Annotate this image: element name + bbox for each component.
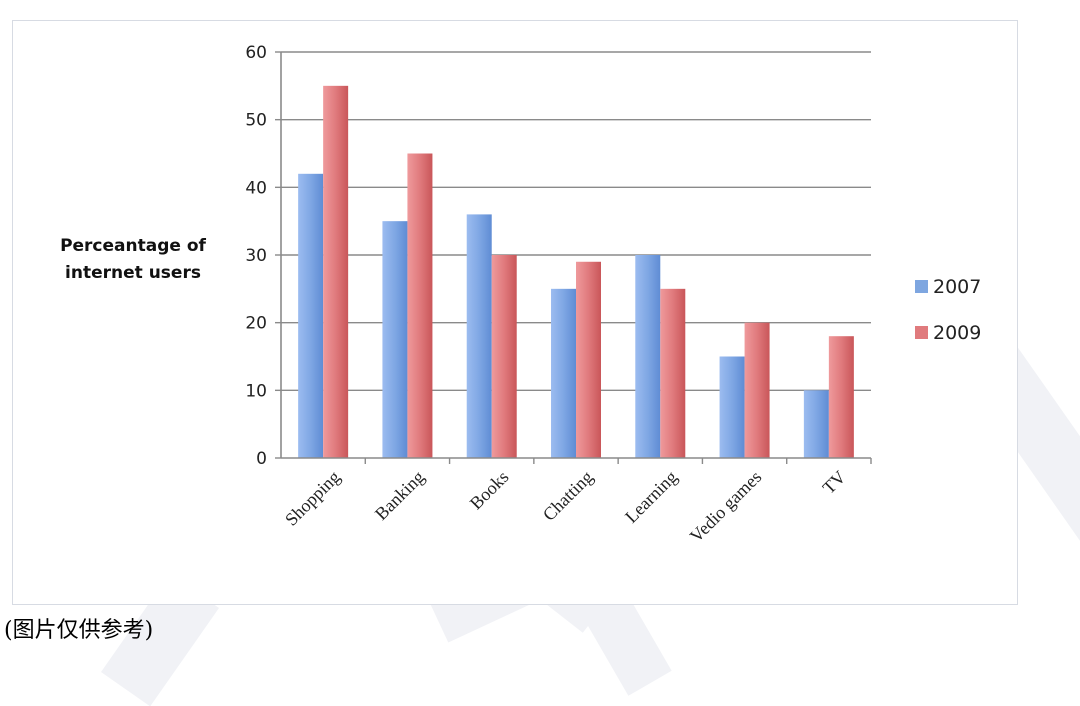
bar-chatting-2007: [551, 288, 576, 458]
bar-banking-2009: [407, 153, 433, 458]
figure-caption: (图片仅供参考): [4, 618, 154, 643]
legend-label-2007: 2007: [933, 276, 981, 298]
x-tick-label: Banking: [371, 467, 428, 524]
legend: 2007 2009: [915, 276, 981, 344]
legend-swatch-2007: [915, 280, 928, 293]
x-tick-label: TV: [819, 467, 850, 498]
y-tick-label: 40: [245, 178, 267, 198]
bar-chatting-2009: [576, 261, 601, 458]
bar-chart: 0 10 20 30 40 50 60 Shopping Banking Books Chattin…: [60, 43, 981, 547]
bar-books-2007: [466, 214, 492, 458]
y-tick-label: 30: [245, 246, 267, 266]
bar-tv-2007: [803, 390, 829, 458]
x-tick-label: Vedio games: [686, 467, 766, 547]
legend-label-2009: 2009: [933, 322, 981, 344]
bar-learning-2009: [660, 288, 686, 458]
x-tick-label: Books: [466, 467, 513, 514]
y-axis-label-line-1: Perceantage of: [60, 236, 206, 256]
bar-banking-2007: [382, 221, 408, 458]
y-tick-label: 10: [245, 381, 267, 401]
bar-books-2009: [491, 255, 517, 458]
bars: [298, 85, 854, 459]
y-axis-label-line-2: internet users: [65, 263, 201, 283]
chart-frame: 0 10 20 30 40 50 60 Shopping Banking Books Chattin…: [12, 20, 1018, 605]
y-tick-label: 0: [256, 449, 267, 469]
legend-swatch-2009: [915, 326, 928, 339]
bar-shopping-2009: [323, 85, 349, 458]
bar-tv-2009: [828, 336, 854, 458]
y-tick-label: 50: [245, 111, 267, 131]
y-tick-label: 60: [245, 43, 267, 63]
y-tick-label: 20: [245, 314, 267, 334]
x-tick-label: Chatting: [539, 467, 597, 525]
gridlines: [281, 51, 871, 392]
bar-shopping-2007: [298, 173, 324, 459]
bar-learning-2007: [635, 255, 661, 458]
bar-vedio-games-2009: [744, 322, 770, 458]
x-tick-label: Learning: [621, 467, 681, 527]
bar-vedio-games-2007: [719, 356, 745, 458]
x-tick-label: Shopping: [281, 467, 344, 530]
